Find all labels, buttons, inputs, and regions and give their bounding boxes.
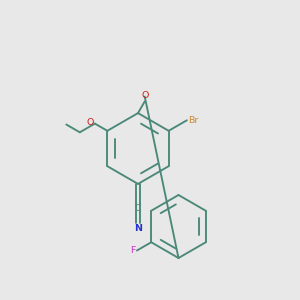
Text: Br: Br (188, 116, 199, 125)
Text: N: N (134, 224, 142, 233)
Text: O: O (141, 91, 148, 100)
Text: F: F (130, 246, 135, 255)
Text: C: C (135, 204, 141, 213)
Text: O: O (86, 118, 94, 127)
